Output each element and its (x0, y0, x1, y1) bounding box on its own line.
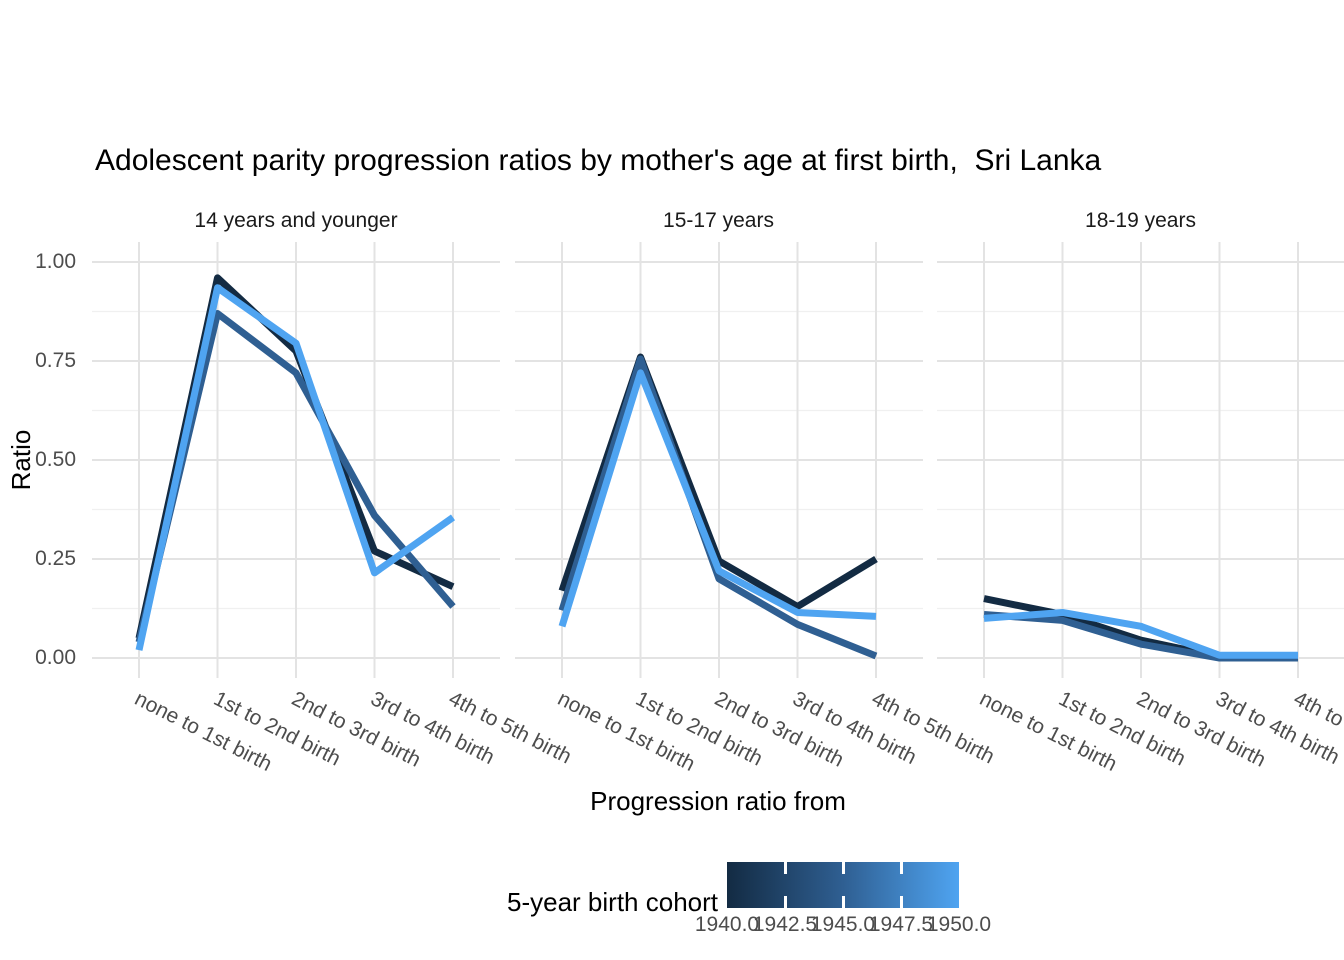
legend-title: 5-year birth cohort (507, 887, 718, 917)
colorbar-tick (841, 862, 845, 874)
legend-colorbar (727, 862, 959, 908)
cohort-line-1950 (135, 284, 456, 651)
x-tick-label: none to 1st birth (553, 687, 699, 776)
legend-tick-label: 1945.0 (810, 913, 876, 936)
x-tick-label: none to 1st birth (131, 687, 276, 776)
facet-strip-label: 15-17 years (663, 209, 774, 232)
cohort-line-1945 (558, 355, 877, 660)
facet-strip-label: 18-19 years (1085, 209, 1196, 232)
colorbar-tick (899, 862, 903, 874)
y-tick-label: 1.00 (35, 250, 76, 273)
y-tick-label: 0.25 (35, 547, 76, 570)
x-tick-label: none to 1st birth (976, 687, 1121, 776)
facet-panel (92, 242, 500, 678)
facet-strip-label: 14 years and younger (194, 209, 398, 232)
cohort-line-1950 (558, 369, 876, 628)
colorbar-tick (783, 896, 787, 908)
legend-tick-label: 1940.0 (694, 913, 760, 936)
y-tick-label: 0.75 (35, 349, 76, 372)
facet-panel (514, 242, 923, 678)
x-axis-title: Progression ratio from (590, 786, 846, 816)
y-tick-label: 0.50 (35, 448, 76, 471)
y-tick-label: 0.00 (35, 646, 76, 669)
facet-panel (937, 242, 1344, 678)
legend-tick-label: 1950.0 (926, 913, 992, 936)
colorbar-tick (899, 896, 903, 908)
colorbar-tick (841, 896, 845, 908)
colorbar-tick (783, 862, 787, 874)
plot-title: Adolescent parity progression ratios by … (95, 144, 1102, 177)
legend-tick-label: 1947.5 (868, 913, 934, 936)
cohort-line-1950 (983, 608, 1298, 659)
legend-tick-label: 1942.5 (752, 913, 818, 936)
